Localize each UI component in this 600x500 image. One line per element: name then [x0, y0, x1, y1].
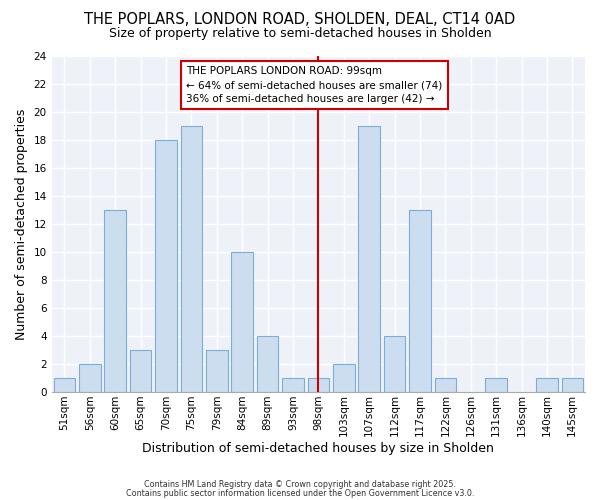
Bar	[79, 364, 101, 392]
Bar	[562, 378, 583, 392]
Y-axis label: Number of semi-detached properties: Number of semi-detached properties	[15, 108, 28, 340]
Bar	[181, 126, 202, 392]
Bar	[130, 350, 151, 392]
Text: THE POPLARS LONDON ROAD: 99sqm
← 64% of semi-detached houses are smaller (74)
36: THE POPLARS LONDON ROAD: 99sqm ← 64% of …	[186, 66, 443, 104]
Bar	[358, 126, 380, 392]
Bar	[308, 378, 329, 392]
Bar	[536, 378, 557, 392]
Bar	[485, 378, 507, 392]
Bar	[282, 378, 304, 392]
Text: Contains HM Land Registry data © Crown copyright and database right 2025.: Contains HM Land Registry data © Crown c…	[144, 480, 456, 489]
Bar	[333, 364, 355, 392]
Text: Size of property relative to semi-detached houses in Sholden: Size of property relative to semi-detach…	[109, 28, 491, 40]
Bar	[409, 210, 431, 392]
Bar	[384, 336, 406, 392]
Bar	[53, 378, 75, 392]
Bar	[155, 140, 177, 392]
Bar	[434, 378, 456, 392]
X-axis label: Distribution of semi-detached houses by size in Sholden: Distribution of semi-detached houses by …	[142, 442, 494, 455]
Bar	[232, 252, 253, 392]
Text: Contains public sector information licensed under the Open Government Licence v3: Contains public sector information licen…	[126, 488, 474, 498]
Bar	[104, 210, 126, 392]
Text: THE POPLARS, LONDON ROAD, SHOLDEN, DEAL, CT14 0AD: THE POPLARS, LONDON ROAD, SHOLDEN, DEAL,…	[85, 12, 515, 28]
Bar	[206, 350, 227, 392]
Bar	[257, 336, 278, 392]
